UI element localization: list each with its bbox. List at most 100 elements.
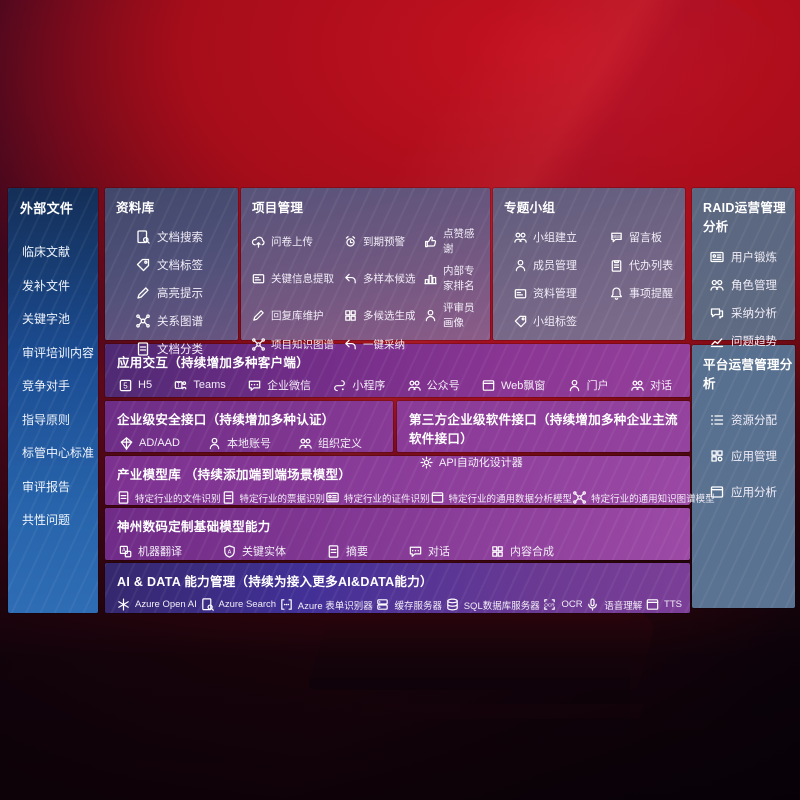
band-title: 企业级安全接口（持续增加多种认证） [117, 413, 335, 427]
feature-item[interactable]: 成员管理 [513, 257, 609, 273]
feature-item[interactable]: 文档分类 [105, 335, 238, 362]
feature-item[interactable]: 问卷上传 [251, 226, 343, 256]
sidebar-item[interactable]: 指导原则 [22, 412, 71, 427]
content-compose-icon [490, 544, 505, 559]
auth-item[interactable]: 本地账号 [207, 435, 271, 451]
feature-item[interactable]: 采纳分析 [692, 299, 795, 327]
member-manage-icon [513, 258, 528, 273]
capability-item[interactable]: 对话 [408, 543, 450, 559]
feature-item[interactable]: 回复库维护 [251, 300, 343, 330]
client-item[interactable]: 5 H5 [118, 378, 152, 393]
feature-item[interactable]: 应用分析 [692, 474, 795, 510]
auth-item[interactable]: 组织定义 [298, 435, 362, 451]
feature-item[interactable]: 一键采纳 [343, 337, 423, 352]
role-manage-icon [709, 277, 725, 293]
ai-service-item[interactable]: SQL数据库服务器 [445, 597, 540, 612]
feature-item[interactable]: 内部专家排名 [423, 263, 484, 293]
ai-service-item[interactable]: Azure Open AI [116, 597, 197, 612]
feature-item[interactable]: 多候选生成 [343, 300, 423, 330]
capability-item[interactable]: A 机器翻译 [118, 543, 182, 559]
sidebar-item[interactable]: 审评培训内容 [22, 345, 95, 360]
auth-item[interactable]: AD/AAD [119, 436, 180, 451]
sidebar-item[interactable]: 关键字池 [22, 312, 71, 327]
feature-item[interactable]: 高亮提示 [105, 279, 238, 306]
feature-item[interactable]: 文档标签 [105, 251, 238, 278]
invoice-recog-icon [221, 490, 236, 505]
feature-item[interactable]: 用户锻炼 [692, 243, 795, 271]
file-recog-icon [116, 490, 131, 505]
client-item[interactable]: Web飘窗 [481, 377, 545, 393]
client-item[interactable]: 企业微信 [247, 377, 311, 393]
panel-title: 资料库 [116, 201, 155, 215]
ai-service-item[interactable]: Azure Search [200, 597, 276, 612]
project-management-panel: 项目管理 问卷上传 到期预警 点赞感谢 关键信息提取 多样本候选 内部专家排名 回复库维护多… [241, 188, 490, 351]
feature-item[interactable]: 关系图谱 [105, 307, 238, 334]
sidebar-item[interactable]: 共性问题 [22, 513, 71, 528]
multi-candidate-icon [343, 308, 358, 323]
feature-item[interactable]: 应用管理 [692, 438, 795, 474]
client-item[interactable]: 公众号 [407, 377, 460, 393]
ai-service-item[interactable]: 语音理解 [585, 597, 642, 612]
translate-icon: A [118, 544, 133, 559]
interface-item[interactable]: API自动化设计器 [419, 454, 523, 470]
model-item[interactable]: 特定行业的文件识别 [116, 490, 221, 505]
model-item[interactable]: 特定行业的证件识别 [325, 490, 430, 505]
cache-server-icon [375, 597, 390, 612]
ocr-icon: OCR [542, 597, 557, 612]
model-item[interactable]: 特定行业的通用数据分析模型 [430, 490, 572, 505]
feature-item[interactable]: 资料管理 [513, 285, 609, 301]
knowledge-graph-model-icon [572, 490, 587, 505]
feature-item[interactable]: 点赞感谢 [423, 226, 484, 256]
api-designer-icon [419, 455, 434, 470]
relation-graph-icon [135, 313, 151, 329]
ai-service-item[interactable]: OCR OCR [542, 597, 583, 612]
capability-item[interactable]: 内容合成 [490, 543, 554, 559]
feature-item[interactable]: 角色管理 [692, 271, 795, 299]
client-item[interactable]: 门户 [567, 377, 609, 393]
speech-icon [585, 597, 600, 612]
feature-item[interactable]: 多样本候选 [343, 263, 423, 293]
ai-service-item[interactable]: TTS [645, 597, 682, 612]
band-title: 神州数码定制基础模型能力 [117, 520, 271, 534]
model-item[interactable]: 特定行业的通用知识图谱模型 [572, 490, 715, 505]
ai-service-item[interactable]: Azure 表单识别器 [279, 597, 373, 612]
sidebar-item[interactable]: 发补文件 [22, 278, 71, 293]
panel-title: RAID运营管理分析 [703, 201, 786, 234]
svg-text:A: A [228, 549, 232, 555]
feature-item[interactable]: 文档搜索 [105, 223, 238, 250]
feature-item[interactable]: 问题趋势 [692, 327, 795, 355]
doc-category-icon [135, 341, 151, 357]
feature-item[interactable]: 到期预警 [343, 226, 423, 256]
official-account-icon [407, 378, 422, 393]
feature-item[interactable]: 代办列表 [609, 257, 681, 273]
sql-database-icon [445, 597, 460, 612]
dialog-icon [630, 378, 645, 393]
feature-item[interactable]: 小组建立 [513, 229, 609, 245]
client-item[interactable]: 对话 [630, 377, 672, 393]
todo-list-icon [609, 258, 624, 273]
sidebar-item[interactable]: 审评报告 [22, 479, 71, 494]
wecom-icon [247, 378, 262, 393]
feature-item[interactable]: 项目知识图谱 [251, 337, 343, 352]
client-item[interactable]: 小程序 [332, 377, 385, 393]
capability-item[interactable]: A 关键实体 [222, 543, 286, 559]
feature-item[interactable]: 评审员画像 [423, 300, 484, 330]
band-title: AI & DATA 能力管理（持续为接入更多AI&DATA能力） [117, 575, 433, 589]
client-item[interactable]: T Teams [173, 378, 226, 393]
feature-item[interactable]: 资源分配 [692, 402, 795, 438]
feature-item[interactable]: 小组标签 [513, 313, 609, 329]
feature-item[interactable]: 事项提醒 [609, 285, 681, 301]
sidebar-item[interactable]: 临床文献 [22, 245, 71, 260]
band-title: 应用交互（持续增加多种客户端） [117, 356, 310, 370]
doc-tag-icon [135, 257, 151, 273]
questionnaire-upload-icon [251, 234, 266, 249]
feature-item[interactable]: 关键信息提取 [251, 263, 343, 293]
sidebar-item[interactable]: 标管中心标准 [22, 446, 95, 461]
capability-item[interactable]: 摘要 [326, 543, 368, 559]
platform-analysis-panel: 平台运营管理分析 资源分配 应用管理 应用分析 [692, 345, 795, 608]
sidebar-item[interactable]: 竞争对手 [22, 379, 71, 394]
ai-service-item[interactable]: 缓存服务器 [375, 597, 442, 612]
model-item[interactable]: 特定行业的票据识别 [221, 490, 325, 505]
feature-item[interactable]: BBS 留言板 [609, 229, 681, 245]
